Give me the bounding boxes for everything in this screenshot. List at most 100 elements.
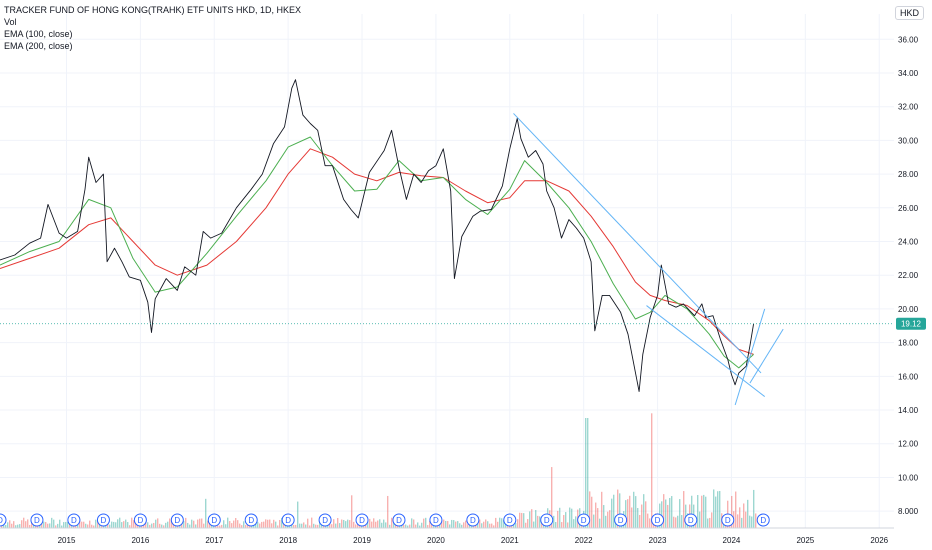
currency-label[interactable]: HKD <box>894 6 924 20</box>
volume-bar <box>113 521 115 528</box>
volume-bar <box>257 521 259 528</box>
y-tick-label: 36.00 <box>898 35 919 44</box>
volume-bar <box>521 512 523 528</box>
volume-bar <box>131 517 133 528</box>
dividend-marker[interactable]: D <box>540 513 554 527</box>
volume-bar <box>377 520 379 528</box>
dividend-marker[interactable]: D <box>466 513 480 527</box>
volume-bar <box>43 521 45 528</box>
volume-bar <box>613 494 615 528</box>
volume-bar <box>343 519 345 528</box>
dividend-circle <box>503 513 517 527</box>
volume-bar <box>89 520 91 528</box>
dividend-marker[interactable]: D <box>651 513 665 527</box>
volume-bar <box>79 518 81 528</box>
volume-bar <box>101 524 103 528</box>
legend-ema-100[interactable]: EMA (100, close) <box>4 29 73 39</box>
dividend-marker[interactable]: D <box>577 513 591 527</box>
channel-line[interactable] <box>646 305 766 397</box>
x-tick-label: 2016 <box>131 536 149 545</box>
dividend-letter: D <box>396 516 402 525</box>
dividend-marker[interactable]: D <box>614 513 628 527</box>
volume-bar <box>487 521 489 528</box>
volume-bar <box>345 521 347 528</box>
dividend-marker[interactable]: D <box>281 513 295 527</box>
volume-bar <box>233 520 235 528</box>
volume-bar <box>53 519 55 528</box>
volume-bar <box>419 525 421 528</box>
dividend-marker[interactable]: D <box>429 513 443 527</box>
channel-line[interactable] <box>734 308 766 406</box>
volume-bar <box>515 523 517 528</box>
volume-bar <box>71 524 73 528</box>
volume-bar <box>281 517 283 528</box>
volume-bar <box>707 518 709 528</box>
volume-bar <box>331 524 333 528</box>
legend-volume[interactable]: Vol <box>4 17 17 27</box>
dividend-marker[interactable]: D <box>684 513 698 527</box>
dividend-marker[interactable]: D <box>756 513 770 527</box>
volume-bar <box>283 523 285 528</box>
volume-bar <box>649 518 651 528</box>
volume-bar <box>627 499 629 528</box>
dividend-marker[interactable]: D <box>133 513 147 527</box>
dividend-letter: D <box>248 516 254 525</box>
symbol-title[interactable]: TRACKER FUND OF HONG KONG(TRAHK) ETF UNI… <box>4 5 302 15</box>
dividend-marker[interactable]: D <box>0 513 7 527</box>
volume-bar <box>467 524 469 528</box>
volume-bar <box>385 522 387 528</box>
volume-bar <box>275 521 277 528</box>
volume-bar <box>193 520 195 528</box>
legend-ema-200[interactable]: EMA (200, close) <box>4 41 73 51</box>
volume-bar <box>21 520 23 528</box>
dividend-letter: D <box>544 516 550 525</box>
volume-bar <box>537 515 539 528</box>
dividend-marker[interactable]: D <box>318 513 332 527</box>
volume-bar <box>585 418 587 528</box>
y-tick-label: 12.00 <box>898 440 919 449</box>
volume-bar <box>447 521 449 528</box>
volume-bar <box>241 525 243 528</box>
dividend-marker[interactable]: D <box>244 513 258 527</box>
volume-bar <box>259 523 261 528</box>
dividend-marker[interactable]: D <box>392 513 406 527</box>
volume-bar <box>115 522 117 528</box>
dividend-letter: D <box>760 516 766 525</box>
volume-bar <box>539 516 541 528</box>
volume-bar <box>415 524 417 528</box>
dividend-marker[interactable]: D <box>96 513 110 527</box>
dividend-marker[interactable]: D <box>30 513 44 527</box>
dividend-marker[interactable]: D <box>207 513 221 527</box>
volume-bar <box>449 524 451 528</box>
volume-bar <box>91 524 93 528</box>
volume-bar <box>751 516 753 528</box>
channel-line[interactable] <box>513 113 762 374</box>
volume-bar <box>459 523 461 528</box>
dividend-marker[interactable]: D <box>67 513 81 527</box>
volume-bar <box>5 524 7 528</box>
dividend-marker[interactable]: D <box>721 513 735 527</box>
price-axis: 8.000 10.00 12.00 14.00 16.00 18.00 20.00 22.00… <box>0 35 926 516</box>
volume-bar <box>643 494 645 528</box>
volume-bar <box>679 499 681 528</box>
volume-bar <box>159 523 161 528</box>
volume-bar <box>149 524 151 528</box>
volume-bar <box>715 496 717 528</box>
volume-bar <box>599 518 601 528</box>
volume-bar <box>451 519 453 528</box>
price-line <box>0 79 755 392</box>
volume-bar <box>675 517 677 528</box>
dividend-marker[interactable]: D <box>503 513 517 527</box>
volume-bar <box>493 525 495 528</box>
dividend-circle <box>614 513 628 527</box>
volume-bar <box>357 523 359 528</box>
channel-line[interactable] <box>749 328 784 384</box>
volume-bar <box>227 517 229 528</box>
dividend-letter: D <box>71 516 77 525</box>
dividend-marker[interactable]: D <box>355 513 369 527</box>
volume-bar <box>633 491 635 528</box>
dividend-marker[interactable]: D <box>170 513 184 527</box>
volume-bar <box>417 522 419 528</box>
volume-bar <box>711 512 713 528</box>
